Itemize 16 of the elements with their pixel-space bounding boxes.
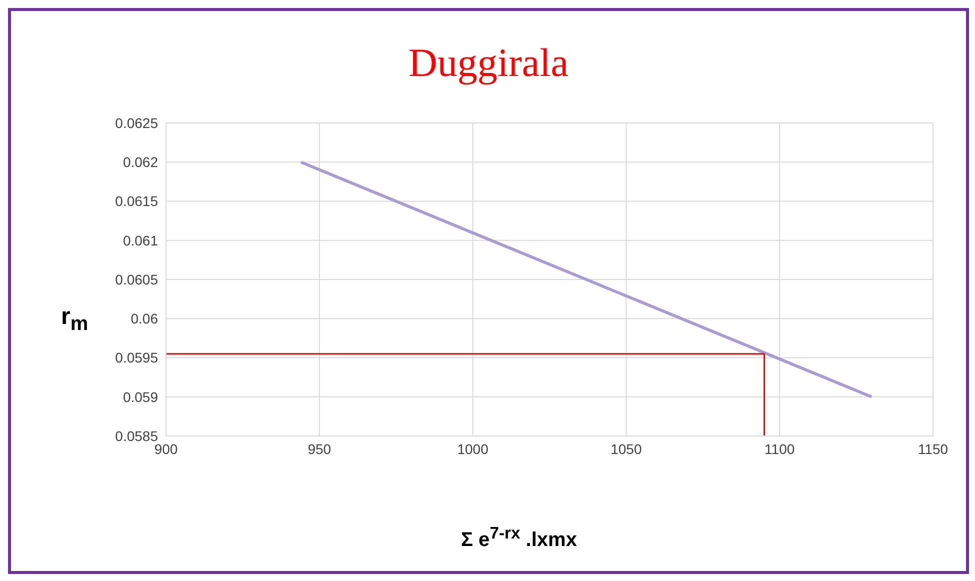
y-tick-label: 0.061: [122, 232, 158, 248]
y-axis-title: r$_{m}$: [61, 303, 88, 335]
y-tick-label: 0.0605: [115, 271, 158, 288]
x-tick-label: 950: [308, 440, 332, 457]
x-tick-label: 1000: [457, 440, 489, 457]
x-tick-label: 1050: [610, 440, 642, 457]
y-tick-label: 0.0625: [115, 114, 158, 131]
chart-title: Duggirala: [408, 39, 570, 86]
y-tick-label: 0.0615: [115, 193, 158, 210]
x-axis-title: Σ e$^{7-rx}$ .lxmx: [461, 523, 577, 551]
y-tick-label: 0.062: [122, 154, 158, 170]
y-tick-label: 0.0595: [115, 350, 158, 366]
y-tick-label: 0.06: [130, 310, 158, 327]
x-tick-label: 1100: [764, 440, 795, 457]
x-tick-label: 1150: [918, 440, 948, 457]
y-tick-label: 0.059: [122, 388, 158, 405]
